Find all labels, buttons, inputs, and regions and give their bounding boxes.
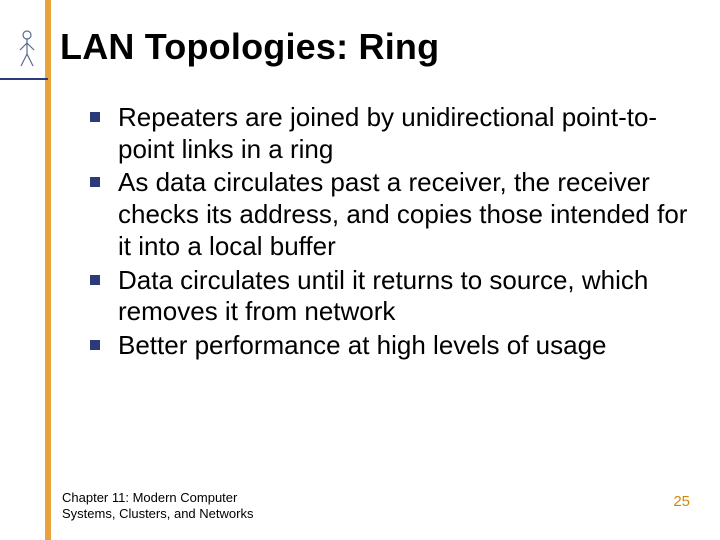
bullet-list: Repeaters are joined by unidirectional p…	[60, 102, 692, 362]
slide-content: LAN Topologies: Ring Repeaters are joine…	[60, 26, 692, 364]
slide-logo-icon	[14, 30, 40, 78]
bullet-item: As data circulates past a receiver, the …	[90, 167, 692, 262]
logo-underline	[0, 78, 48, 80]
bullet-item: Better performance at high levels of usa…	[90, 330, 692, 362]
bullet-item: Data circulates until it returns to sour…	[90, 265, 692, 328]
page-number: 25	[673, 493, 690, 510]
slide-title: LAN Topologies: Ring	[60, 26, 692, 68]
footer-line-1: Chapter 11: Modern Computer	[62, 490, 253, 506]
bullet-item: Repeaters are joined by unidirectional p…	[90, 102, 692, 165]
accent-vertical-bar	[45, 0, 51, 540]
footer-line-2: Systems, Clusters, and Networks	[62, 506, 253, 522]
footer-chapter: Chapter 11: Modern Computer Systems, Clu…	[62, 490, 253, 523]
